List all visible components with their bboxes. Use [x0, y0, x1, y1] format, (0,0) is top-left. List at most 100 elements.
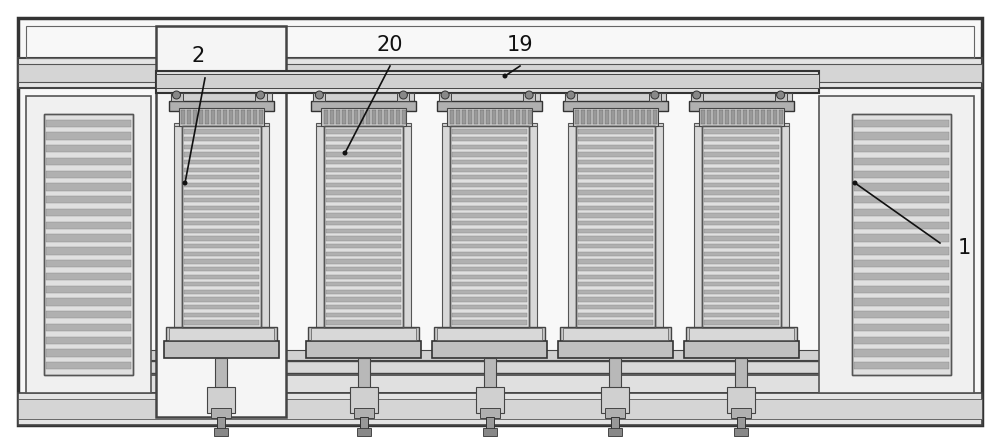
Bar [578, 214, 653, 218]
Bar [184, 175, 258, 179]
Bar [608, 428, 622, 436]
Bar [46, 324, 131, 331]
Bar [854, 158, 949, 165]
Bar [474, 110, 478, 124]
Bar [691, 93, 792, 103]
Circle shape [651, 91, 659, 99]
Bar [437, 328, 542, 340]
Bar [563, 101, 668, 111]
Bar [439, 93, 451, 101]
Bar [46, 337, 131, 344]
Bar [819, 96, 974, 393]
Bar [578, 275, 653, 279]
Bar [635, 110, 639, 124]
Bar [164, 341, 278, 358]
Bar [452, 129, 527, 134]
Bar [578, 190, 653, 195]
Bar [26, 26, 974, 58]
Bar [578, 129, 653, 134]
Bar [611, 417, 619, 430]
Bar [260, 126, 268, 328]
Bar [326, 198, 401, 202]
Bar [442, 126, 450, 328]
Bar [483, 428, 497, 436]
Circle shape [182, 180, 188, 186]
Bar [259, 110, 263, 124]
Bar [326, 229, 401, 233]
Bar [326, 313, 401, 317]
Bar [575, 110, 579, 124]
Bar [704, 297, 779, 302]
Bar [773, 110, 777, 124]
Bar [235, 110, 239, 124]
Bar [260, 123, 268, 126]
Bar [184, 236, 258, 241]
Bar [184, 160, 258, 164]
Bar [326, 236, 401, 241]
Bar [749, 110, 753, 124]
Bar [704, 144, 779, 149]
Bar [510, 110, 514, 124]
Bar [357, 428, 371, 436]
Bar [578, 313, 653, 317]
Bar [704, 290, 779, 294]
Bar [480, 110, 484, 124]
Bar [704, 313, 779, 317]
Bar [854, 132, 949, 140]
Bar [156, 71, 819, 93]
Bar [452, 282, 527, 287]
Bar [326, 160, 401, 164]
Bar [617, 110, 621, 124]
Bar [217, 110, 221, 124]
Bar [779, 110, 783, 124]
Bar [573, 108, 658, 126]
Bar [326, 190, 401, 195]
Bar [578, 160, 653, 164]
Bar [605, 408, 625, 418]
Bar [452, 275, 527, 279]
Bar [854, 196, 949, 203]
Bar [452, 313, 527, 317]
Bar [313, 93, 414, 103]
Bar [184, 183, 258, 187]
Bar [78, 350, 922, 360]
Bar [854, 324, 949, 331]
Bar [358, 358, 370, 388]
Bar [854, 260, 949, 267]
Bar [432, 341, 547, 358]
Bar [578, 221, 653, 225]
Bar [558, 341, 673, 358]
Bar [254, 93, 266, 101]
Bar [18, 393, 982, 425]
Bar [704, 167, 779, 172]
Bar [184, 214, 258, 218]
Bar [719, 110, 723, 124]
Bar [78, 361, 922, 373]
Bar [372, 110, 376, 124]
Bar [647, 110, 651, 124]
Bar [704, 259, 779, 264]
Bar [178, 108, 264, 126]
Bar [854, 286, 949, 293]
Bar [452, 214, 527, 218]
Bar [704, 129, 779, 134]
Bar [578, 252, 653, 256]
Bar [452, 297, 527, 302]
Bar [568, 123, 576, 126]
Bar [484, 358, 496, 388]
Bar [184, 244, 258, 248]
Bar [684, 341, 799, 358]
Circle shape [256, 91, 264, 99]
Bar [18, 58, 982, 88]
Bar [452, 259, 527, 264]
Bar [46, 132, 131, 140]
Bar [187, 110, 191, 124]
Bar [609, 358, 621, 388]
Bar [170, 93, 272, 103]
Bar [18, 64, 982, 82]
Bar [781, 126, 789, 328]
Bar [326, 183, 401, 187]
Bar [450, 126, 529, 328]
Bar [781, 123, 789, 126]
Bar [704, 183, 779, 187]
